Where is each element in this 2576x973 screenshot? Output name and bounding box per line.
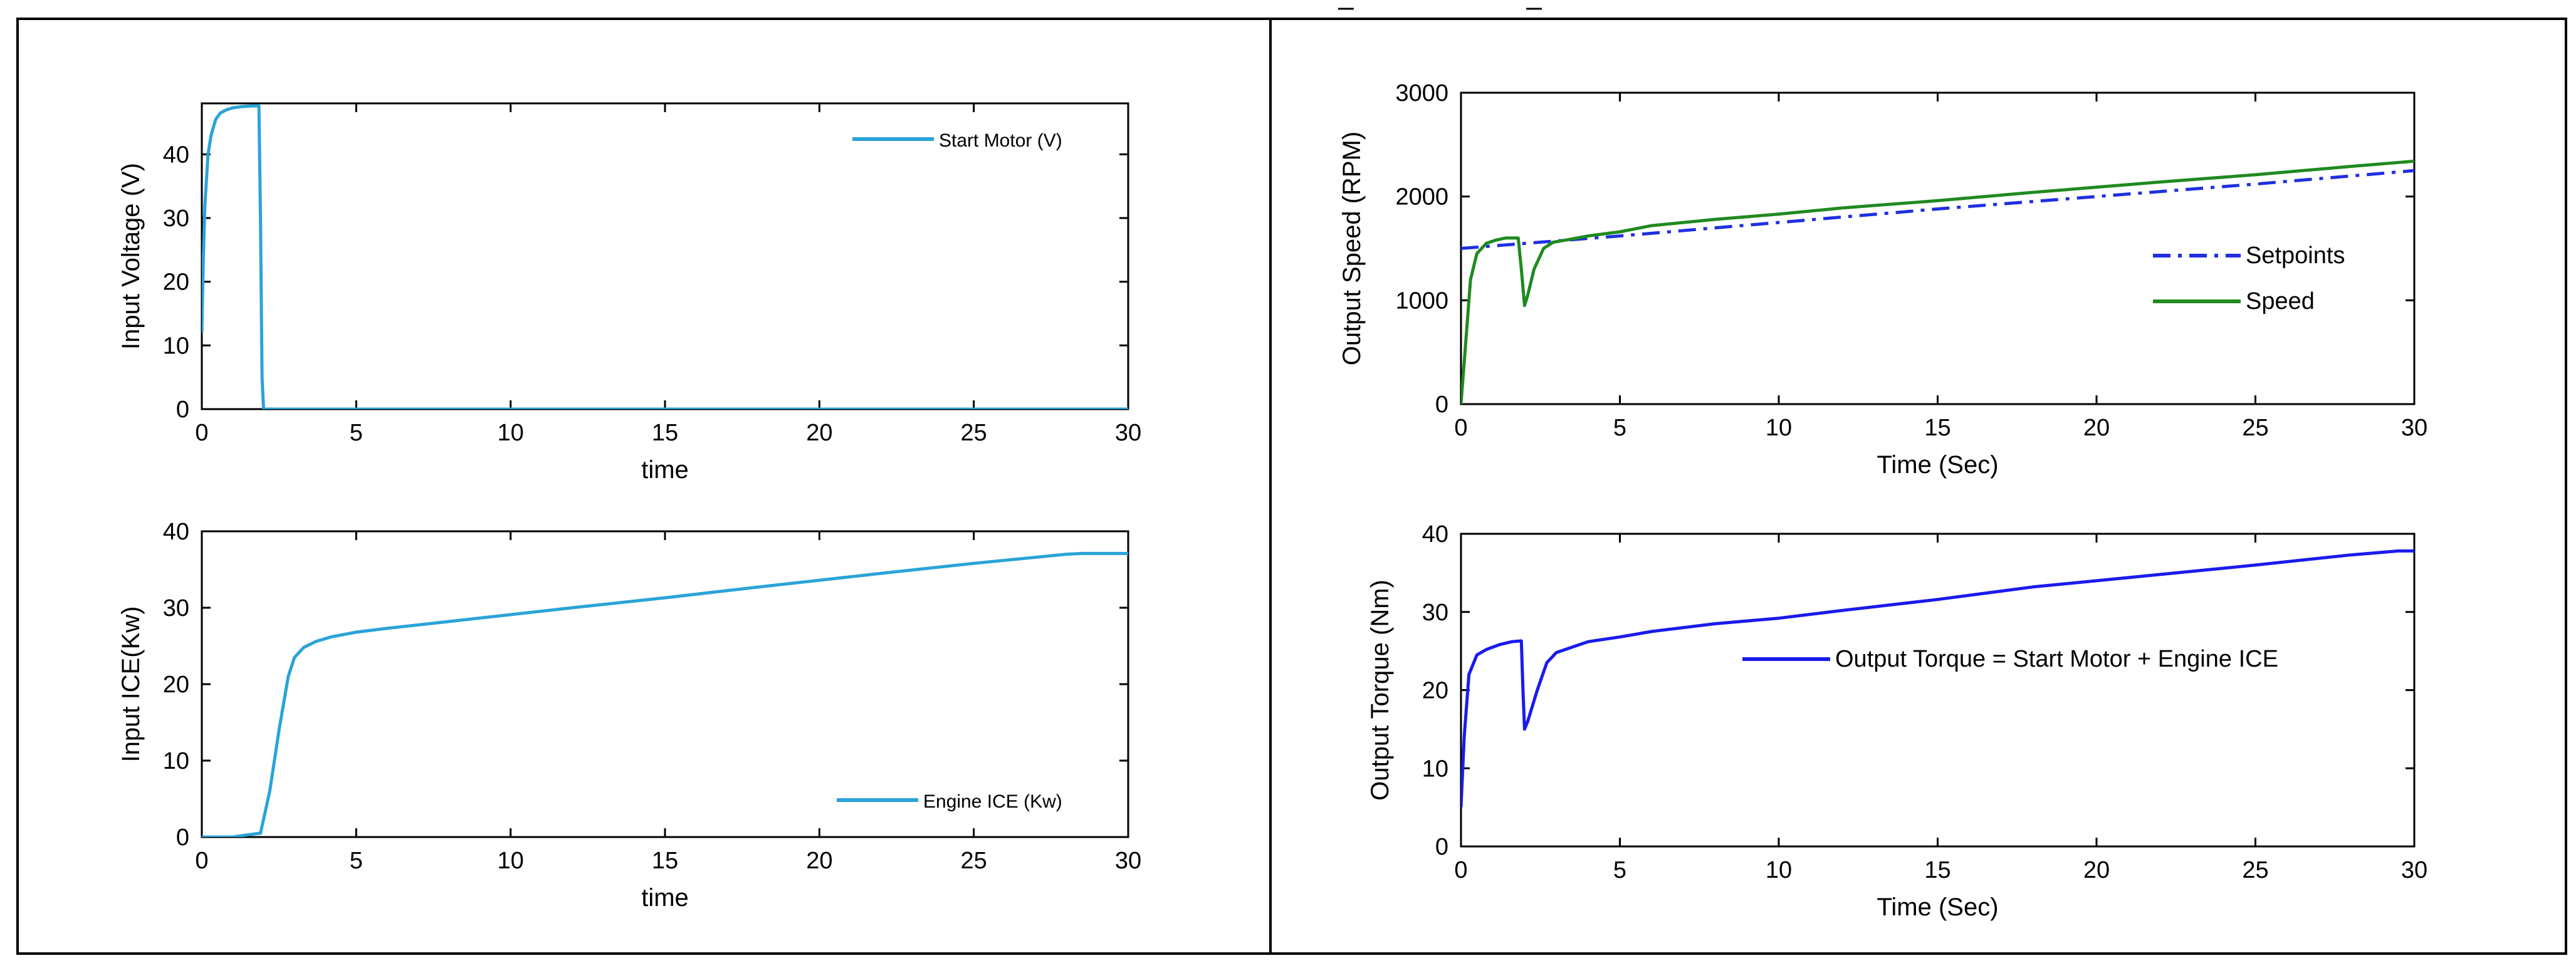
x-tick-label: 10: [498, 420, 524, 446]
y-axis-label: Input Voltage (V): [117, 163, 145, 350]
series-line-start-motor-v: [202, 104, 1128, 409]
legend-label: Setpoints: [2246, 242, 2345, 269]
y-tick-label: 3000: [1395, 80, 1448, 107]
x-tick-label: 0: [195, 848, 208, 874]
figure-frame: [16, 18, 2567, 955]
x-tick-label: 25: [961, 420, 987, 446]
x-tick-label: 0: [1454, 857, 1467, 883]
y-tick-label: 40: [163, 142, 189, 168]
series-line-output-torque-start-motor-engine-ice: [1461, 549, 2414, 808]
y-tick-label: 40: [163, 519, 189, 545]
x-tick-label: 25: [2242, 857, 2268, 883]
x-tick-label: 5: [1613, 857, 1626, 883]
x-tick-label: 20: [806, 420, 832, 446]
y-tick-label: 20: [163, 269, 189, 296]
chart-output-speed: 0 5 10 15 20 25 30 0 1000 2000 3000 Time (Sec) Outpu…: [1338, 80, 2427, 479]
x-tick-label: 10: [1766, 857, 1792, 883]
y-tick-label: 0: [1435, 834, 1448, 860]
x-tick-label: 25: [2242, 415, 2268, 441]
y-tick-label: 10: [1422, 756, 1448, 782]
series-line-speed: [1461, 159, 2414, 404]
x-tick-label: 15: [652, 848, 678, 874]
chart-input-voltage: 0 5 10 15 20 25 30 0 10 20 30 40 time Input Voltage (…: [117, 102, 1141, 484]
x-axis-label: Time (Sec): [1877, 451, 1998, 479]
x-tick-label: 5: [350, 848, 363, 874]
y-tick-label: 30: [163, 595, 189, 622]
y-tick-label: 40: [1422, 521, 1448, 548]
y-tick-label: 20: [163, 672, 189, 698]
y-tick-label: 1000: [1395, 288, 1448, 314]
x-tick-label: 15: [652, 420, 678, 446]
y-axis-label: Input ICE(Kw): [117, 606, 145, 762]
axes-box: [201, 102, 1129, 410]
x-axis-label: time: [641, 884, 689, 912]
x-axis-label: Time (Sec): [1877, 893, 1998, 921]
y-tick-label: 0: [176, 397, 189, 423]
x-tick-label: 5: [1613, 415, 1626, 441]
y-tick-label: 10: [163, 748, 189, 774]
x-tick-label: 0: [1454, 415, 1467, 441]
x-tick-label: 30: [2401, 415, 2427, 441]
y-tick-label: 30: [163, 206, 189, 232]
series-line-setpoints: [1461, 169, 2414, 250]
y-tick-label: 10: [163, 333, 189, 359]
x-tick-label: 10: [1766, 415, 1792, 441]
x-tick-label: 5: [350, 420, 363, 446]
chart-output-torque: 0 5 10 15 20 25 30 0 10 20 30 40 Time (Sec) Output To…: [1366, 521, 2427, 921]
x-tick-label: 30: [1115, 420, 1141, 446]
y-tick-label: 20: [1422, 678, 1448, 704]
y-axis-label: Output Speed (RPM): [1338, 132, 1366, 366]
legend-label: Engine ICE (Kw): [923, 791, 1062, 812]
x-tick-label: 20: [806, 848, 832, 874]
chart-input-ice: 0 5 10 15 20 25 30 0 10 20 30 40 time Input ICE(Kw) En…: [117, 519, 1141, 912]
x-tick-label: 25: [961, 848, 987, 874]
y-tick-label: 2000: [1395, 184, 1448, 211]
axes-box: [1460, 533, 2416, 848]
y-tick-label: 0: [1435, 392, 1448, 418]
legend-label: Speed: [2246, 288, 2315, 315]
series-line-engine-ice-kw: [202, 551, 1128, 837]
y-tick-label: 0: [176, 825, 189, 851]
x-tick-label: 10: [498, 848, 524, 874]
legend-label: Output Torque = Start Motor + Engine ICE: [1835, 646, 2278, 672]
x-tick-label: 20: [2083, 415, 2110, 441]
y-axis-label: Output Torque (Nm): [1366, 580, 1394, 801]
x-tick-label: 0: [195, 420, 208, 446]
x-tick-label: 20: [2083, 857, 2110, 883]
y-tick-label: 30: [1422, 600, 1448, 626]
x-tick-label: 30: [1115, 848, 1141, 874]
x-tick-label: 15: [1924, 415, 1950, 441]
x-axis-label: time: [641, 456, 689, 484]
legend-label: Start Motor (V): [939, 130, 1062, 151]
x-tick-label: 15: [1924, 857, 1950, 883]
x-tick-label: 30: [2401, 857, 2427, 883]
